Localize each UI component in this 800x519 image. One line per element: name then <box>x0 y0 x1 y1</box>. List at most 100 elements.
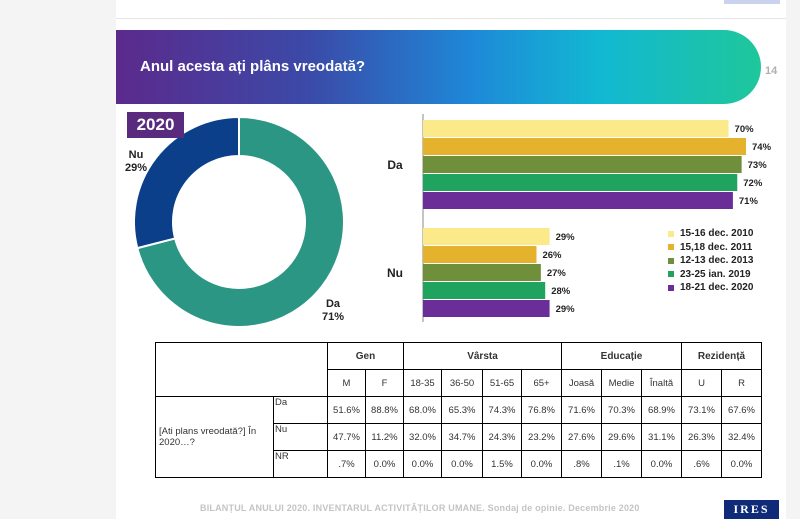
table-cell: 23.2% <box>521 423 562 451</box>
table-cell: 31.1% <box>641 423 682 451</box>
table-cell: .8% <box>561 450 602 478</box>
table-row: NR .7% 0.0% 0.0% 0.0% 1.5% 0.0% .8% .1% … <box>156 450 762 478</box>
table-group-rezidenta: Rezidență <box>681 342 762 370</box>
table-answer-label: NR <box>273 450 328 478</box>
table-row: Nu 47.7% 11.2% 32.0% 34.7% 24.3% 23.2% 2… <box>156 423 762 451</box>
legend-swatch <box>668 257 674 264</box>
bar-nu-2 <box>423 264 541 281</box>
bar-nu-3 <box>423 282 546 299</box>
bar-chart-legend: 15-16 dec. 2010 15,18 dec. 2011 12-13 dec.… <box>668 227 753 295</box>
legend-item: 12-13 dec. 2013 <box>668 254 753 268</box>
bar-da-3 <box>423 174 738 191</box>
table-subheader: Medie <box>601 369 642 397</box>
bar-chart: Da 70% 74% 73% 72% 71% Nu 29% 26% 27% 28% 29% <box>387 114 772 322</box>
bar-da-1 <box>423 138 746 155</box>
legend-label: 15-16 dec. 2010 <box>680 228 754 240</box>
table-cell: 0.0% <box>441 450 483 478</box>
top-logo-strip <box>724 0 780 4</box>
table-cell: 27.6% <box>561 423 602 451</box>
table-group-educatie: Educație <box>561 342 682 370</box>
legend-item: 18-21 dec. 2020 <box>668 281 753 295</box>
legend-label: 23-25 ian. 2019 <box>680 268 751 280</box>
donut-label-da-name: Da <box>325 298 341 310</box>
bar-value-label: 74% <box>752 142 772 153</box>
table-cell: 26.3% <box>681 423 722 451</box>
title-banner <box>116 30 761 104</box>
table-cell: 24.3% <box>482 423 522 451</box>
legend-item: 15,18 dec. 2011 <box>668 241 753 255</box>
table-cell: 74.3% <box>482 396 522 424</box>
table-cell: 68.0% <box>403 396 442 424</box>
bar-value-label: 72% <box>743 178 763 189</box>
legend-swatch <box>668 244 674 251</box>
donut-slice-da <box>136 115 345 328</box>
table-cell: 70.3% <box>601 396 642 424</box>
legend-swatch <box>668 284 674 291</box>
table-cell: 73.1% <box>681 396 722 424</box>
table-cell: 68.9% <box>641 396 682 424</box>
table-group-gen: Gen <box>327 342 404 370</box>
table-cell: 1.5% <box>482 450 522 478</box>
table-subheader: M <box>327 369 366 397</box>
table-cell: 11.2% <box>365 423 404 451</box>
bar-value-label: 70% <box>735 124 755 135</box>
table-subheader: F <box>365 369 404 397</box>
legend-item: 15-16 dec. 2010 <box>668 227 753 241</box>
legend-swatch <box>668 230 674 237</box>
category-label-nu: Nu <box>387 266 403 280</box>
table-cell: 47.7% <box>327 423 366 451</box>
legend-label: 18-21 dec. 2020 <box>680 282 754 294</box>
page-title: Anul acesta ați plâns vreodată? <box>140 58 366 75</box>
table-subheader: 65+ <box>521 369 562 397</box>
legend-item: 23-25 ian. 2019 <box>668 268 753 282</box>
category-label-da: Da <box>387 158 403 172</box>
table-cell: .1% <box>601 450 642 478</box>
table-subheader: 51-65 <box>482 369 522 397</box>
bar-da-4 <box>423 192 733 209</box>
table-answer-label: Da <box>273 396 328 424</box>
donut-chart <box>135 115 345 328</box>
table-cell: 32.0% <box>403 423 442 451</box>
table-corner-cell <box>155 342 328 397</box>
table-group-varsta: Vârsta <box>403 342 562 370</box>
table-cell: 0.0% <box>641 450 682 478</box>
bar-value-label: 29% <box>556 304 576 315</box>
table-cell: 76.8% <box>521 396 562 424</box>
bar-nu-4 <box>423 300 550 317</box>
bar-value-label: 71% <box>739 196 759 207</box>
table-cell: 65.3% <box>441 396 483 424</box>
table-cell: .6% <box>681 450 722 478</box>
table-cell: 29.6% <box>601 423 642 451</box>
table-subheader: Înaltă <box>641 369 682 397</box>
table-subheader: 18-35 <box>403 369 442 397</box>
table-cell: 51.6% <box>327 396 366 424</box>
table-cell: 0.0% <box>365 450 404 478</box>
year-badge: 2020 <box>127 112 184 138</box>
donut-label-nu-name: Nu <box>128 149 144 161</box>
page-number: 14 <box>765 65 778 77</box>
legend-label: 15,18 dec. 2011 <box>680 241 753 253</box>
bar-da-2 <box>423 156 742 173</box>
table-cell: 0.0% <box>521 450 562 478</box>
footer-caption: BILANȚUL ANULUI 2020. INVENTARUL ACTIVIT… <box>200 503 640 513</box>
bar-value-label: 29% <box>556 232 576 243</box>
table-question-label: [Ati plans vreodată?] În 2020…? <box>155 396 274 478</box>
table-cell: 67.6% <box>721 396 762 424</box>
legend-swatch <box>668 271 674 278</box>
table-cell: 34.7% <box>441 423 483 451</box>
table-row: [Ati plans vreodată?] În 2020…? Da 51.6%… <box>155 396 762 478</box>
crosstab-table: Gen Vârsta Educație Rezidență M F 18-35 … <box>155 342 762 478</box>
table-cell: 71.6% <box>561 396 602 424</box>
table-subheader: R <box>721 369 762 397</box>
table-cell: 32.4% <box>721 423 762 451</box>
table-cell: 0.0% <box>403 450 442 478</box>
bar-nu-1 <box>423 246 537 263</box>
donut-label-da: Da 71% <box>322 298 344 324</box>
ires-logo: IRES <box>724 500 779 519</box>
donut-slice-nu <box>135 115 240 250</box>
table-answer-label: Nu <box>273 423 328 451</box>
donut-label-nu-pct: 29% <box>125 162 148 174</box>
bar-value-label: 28% <box>551 286 571 297</box>
donut-label-da-pct: 71% <box>322 311 345 323</box>
table-subheader: 36-50 <box>441 369 483 397</box>
